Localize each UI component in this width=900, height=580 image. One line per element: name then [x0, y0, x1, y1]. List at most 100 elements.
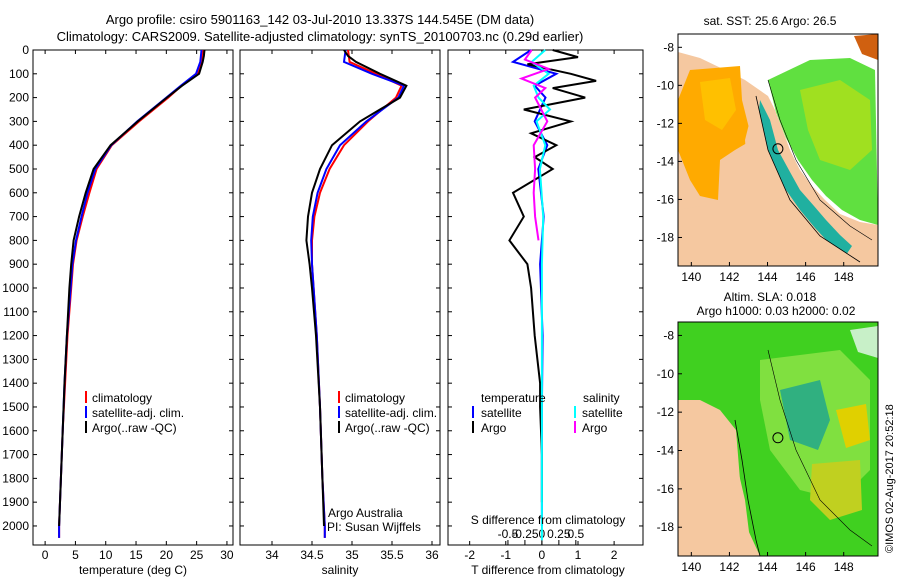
s-tick-label: 0.5 [567, 527, 584, 541]
salinity-panel: 34 34.5 35 35.5 36 climatology satellite-adj… [239, 49, 441, 577]
depth-tick-label: 300 [9, 114, 29, 128]
difference-plot-frame [447, 49, 644, 546]
s-tick-label: -0.5 [498, 527, 519, 541]
sst-map-title: sat. SST: 25.6 Argo: 26.5 [704, 14, 837, 28]
legend-climatology-label: climatology [345, 391, 405, 405]
temperature-axis: 0 5 10 15 20 25 30 [42, 50, 234, 562]
sst-map-axes: 140 142 144 146 148 -8 -10 -12 -14 -16 -18 [657, 40, 854, 284]
figure-title-line2: Climatology: CARS2009. Satellite-adjuste… [56, 29, 584, 44]
t-difference-xlabel: T difference from climatology [471, 563, 625, 577]
x-tick-label: -2 [464, 548, 475, 562]
x-tick-label: 35.5 [380, 548, 404, 562]
sla-high-patch [836, 404, 870, 448]
temperature-xlabel: temperature (deg C) [79, 563, 187, 577]
x-tick-label: 30 [220, 548, 234, 562]
lon-tick-label: 148 [834, 560, 854, 574]
x-tick-label: 0 [42, 548, 49, 562]
depth-tick-label: 2000 [2, 519, 29, 533]
sst-map-field [678, 34, 878, 266]
depth-tick-label: 1800 [2, 471, 29, 485]
x-tick-label: -1 [500, 548, 511, 562]
depth-tick-label: 1200 [2, 329, 29, 343]
lat-tick-label: -8 [663, 40, 674, 54]
sla-map-field [678, 322, 878, 556]
sla-map-panel: Altim. SLA: 0.018 Argo h1000: 0.03 h2000… [657, 290, 879, 574]
cape-york-land [678, 420, 752, 556]
coastline [755, 95, 861, 263]
x-tick-label: 35 [345, 548, 359, 562]
depth-tick-label: 500 [9, 162, 29, 176]
series-line-argo-raw-qc- [305, 49, 408, 527]
lon-tick-label: 142 [719, 560, 739, 574]
lon-tick-label: 148 [834, 270, 854, 284]
lat-tick-label: -12 [657, 405, 675, 419]
series-line-salinity-argo [518, 49, 552, 241]
sla-map-frame [677, 321, 879, 557]
depth-tick-label: 1000 [2, 281, 29, 295]
depth-tick-label: 800 [9, 233, 29, 247]
x-tick-label: 10 [99, 548, 113, 562]
sla-map-title-line2: Argo h1000: 0.03 h2000: 0.02 [697, 304, 856, 318]
s-tick-label: -0.25 [511, 527, 539, 541]
x-tick-label: 15 [129, 548, 143, 562]
legend-salinity-header: salinity [583, 391, 620, 405]
depth-tick-label: 600 [9, 186, 29, 200]
isobath [767, 349, 873, 547]
coastline [734, 419, 761, 556]
x-tick-label: 1 [575, 548, 582, 562]
difference-legend: temperature salinity satellite Argo sate… [472, 391, 623, 435]
salinity-axis: 34 34.5 35 35.5 36 [265, 50, 439, 562]
lat-tick-label: -18 [657, 520, 675, 534]
depth-tick-label: 100 [9, 67, 29, 81]
legend-temperature-header: temperature [481, 391, 546, 405]
depth-tick-label: 1100 [3, 305, 29, 319]
legend-satellite-label: satellite-adj. clim. [345, 406, 437, 420]
sst-map-panel: sat. SST: 25.6 Argo: 26.5 140 142 144 146 14… [657, 14, 879, 284]
depth-tick-label: 1600 [2, 424, 29, 438]
temperature-legend: climatology satellite-adj. clim. Argo(..… [85, 391, 184, 435]
depth-tick-label: 1300 [2, 352, 29, 366]
lat-tick-label: -10 [657, 367, 675, 381]
salinity-xlabel: salinity [322, 563, 359, 577]
s-tick-label: 0.25 [547, 527, 571, 541]
sla-low-patch [780, 380, 830, 450]
lat-tick-label: -10 [657, 78, 675, 92]
argo-location-marker [772, 143, 784, 155]
x-tick-label: 34 [265, 548, 279, 562]
lat-tick-label: -14 [657, 444, 675, 458]
lon-tick-label: 146 [796, 270, 816, 284]
lat-tick-label: -8 [663, 328, 674, 342]
sla-pale-patch [850, 326, 878, 358]
s-difference-xlabel: S difference from climatology [471, 513, 626, 527]
depth-tick-label: 200 [9, 91, 29, 105]
difference-series [508, 49, 597, 541]
series-line-argo-raw-qc- [58, 49, 206, 527]
lat-tick-label: -14 [657, 154, 675, 168]
x-tick-label: 2 [611, 548, 618, 562]
salinity-legend: climatology satellite-adj. clim. Argo(..… [338, 391, 437, 435]
temperature-series [58, 49, 206, 538]
isobath [767, 79, 873, 241]
figure-title-line1: Argo profile: csiro 5901163_142 03-Jul-2… [105, 12, 535, 27]
legend-s-argo-label: Argo [582, 421, 608, 435]
lat-tick-label: -16 [657, 192, 675, 206]
x-tick-label: 5 [72, 548, 79, 562]
x-tick-label: 20 [160, 548, 174, 562]
depth-tick-label: 700 [9, 210, 29, 224]
legend-t-argo-label: Argo [481, 421, 507, 435]
difference-depth-ticks [448, 49, 643, 527]
depth-tick-label: 900 [9, 257, 29, 271]
imos-credit: ©IMOS 02-Aug-2017 20:52:18 [884, 404, 896, 553]
legend-climatology-label: climatology [92, 391, 152, 405]
x-tick-label: 36 [425, 548, 439, 562]
legend-t-satellite-label: satellite [481, 406, 522, 420]
t-difference-axis: -2 -1 0 1 2 [464, 50, 618, 562]
sla-mid-patch [810, 460, 862, 520]
sst-map-frame [677, 33, 879, 267]
depth-tick-label: 1400 [2, 376, 29, 390]
lat-tick-label: -18 [657, 230, 675, 244]
legend-s-satellite-label: satellite [582, 406, 623, 420]
cape-york-land [678, 96, 878, 266]
difference-panel: -2 -1 0 1 2 -0.5-0.25 0 0.250.5 temperature sa… [447, 49, 644, 577]
